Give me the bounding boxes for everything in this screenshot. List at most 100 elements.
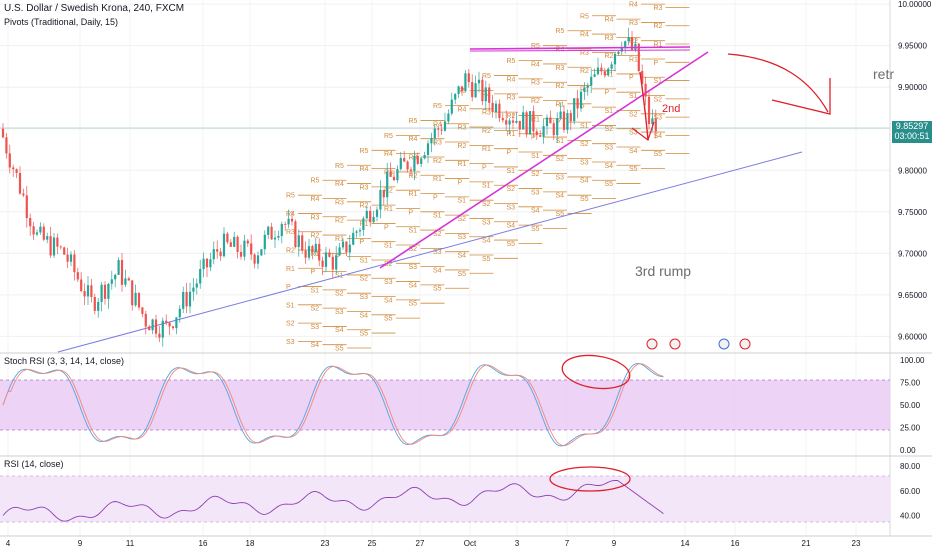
pivot-label: R2 [433,158,442,165]
candle-body [593,74,596,77]
candle-body [488,87,491,103]
candle-body [83,291,86,297]
candle-body [161,320,164,338]
pivot-label: R2 [654,23,663,30]
candle-body [1,128,5,138]
candle-body [464,73,467,92]
time-tick-label: 18 [246,539,255,548]
pivot-label: R2 [531,98,540,105]
pivot-label: R3 [482,110,491,117]
candle-body [331,256,334,270]
pivot-label: R4 [531,61,540,68]
stoch-red-circle [561,354,631,390]
candle-body [515,120,518,123]
pivot-label: P [384,224,389,231]
pivot-label: R4 [335,181,344,188]
pivot-label: S5 [531,226,540,233]
trendlines [0,127,890,353]
candle-body [32,226,35,235]
candle-body [185,292,188,307]
price-tick-label: 9.80000 [898,166,927,175]
pivot-levels: R5 R4 R3 R2 R1 P S1 S2 S3 R5 R4 R3 R2 R1 P S1 S2 S3 S4 R5 R4… [286,2,690,353]
pivot-label: S2 [433,231,442,238]
time-tick-label: 16 [199,539,208,548]
pivot-label: R2 [605,53,614,60]
candle-body [345,241,348,253]
candle-body [267,226,270,235]
blue-trendline [57,151,803,353]
candle-body [440,129,443,131]
candle-body [654,118,657,132]
candle-body [522,112,525,130]
pivot-label: R1 [335,236,344,243]
time-tick-label: 7 [565,539,570,548]
red-drop-line [639,71,649,141]
candle-body [8,153,11,168]
candle-body [246,240,249,244]
candle-body [600,67,603,72]
candle-body [73,254,76,273]
candle-body [396,169,399,181]
candle-body [413,155,416,171]
candle-body [277,235,280,238]
pivot-label: S4 [556,193,565,200]
candle-body [199,269,202,284]
candle-body [644,83,647,97]
pivot-label: S4 [360,312,369,319]
pivot-label: R3 [311,214,320,221]
pivot-label: S4 [409,282,418,289]
candle-body [97,301,100,311]
candle-body [110,279,113,284]
candle-body [539,135,542,137]
candle-body [471,82,474,98]
pivot-label: R4 [311,196,320,203]
candle-body [651,118,654,125]
candle-body [56,237,59,247]
candle-body [617,51,620,54]
rsi-label[interactable]: RSI (14, close) [4,459,64,469]
stoch-d-line [2,363,664,447]
candle-body [525,112,528,135]
candle-body [124,278,127,285]
pivot-label: S2 [605,126,614,133]
candle-body [559,111,562,119]
candle-body [624,41,627,48]
candle-body [528,111,532,135]
candle-body [556,118,559,136]
time-axis: 4 9 11 16 18 23 25 27 Oct 3 7 9 14 16 21 23 [6,539,861,548]
candle-body [610,64,613,69]
candle-body [22,193,25,196]
candle-body [437,128,440,130]
price-tick-label: 9.95000 [898,42,927,51]
rsi-red-circle [549,466,631,492]
pivot-label: S4 [507,223,516,230]
pivot-label: S5 [360,331,369,338]
candle-body [226,233,229,243]
pivot-label: S4 [629,148,638,155]
pivot-label: S4 [335,327,344,334]
candle-body [491,102,494,113]
candle-body [457,86,460,94]
candle-body [311,246,314,253]
candle-body [39,226,42,233]
candle-body [158,333,161,338]
pivot-label: R3 [384,169,393,176]
candle-body [403,158,406,162]
pivot-label: P [629,75,634,82]
stoch-panel: 100.00 75.00 50.00 25.00 0.00 [0,354,925,455]
candle-body [450,99,453,114]
stoch-label[interactable]: Stoch RSI (3, 3, 14, 14, close) [4,356,125,366]
candle-body [535,131,538,136]
pivot-label: S3 [458,234,467,241]
candle-body [406,161,409,170]
candle-body [637,43,640,72]
pivots-indicator-label[interactable]: Pivots (Traditional, Daily, 15) [4,17,119,27]
candle-body [192,287,195,292]
pivot-label: R4 [384,151,393,158]
candle-body [348,244,351,253]
pivot-label: S5 [433,286,442,293]
event-icons[interactable] [646,338,751,350]
candle-body [341,241,345,248]
pivot-label: R1 [629,56,638,63]
